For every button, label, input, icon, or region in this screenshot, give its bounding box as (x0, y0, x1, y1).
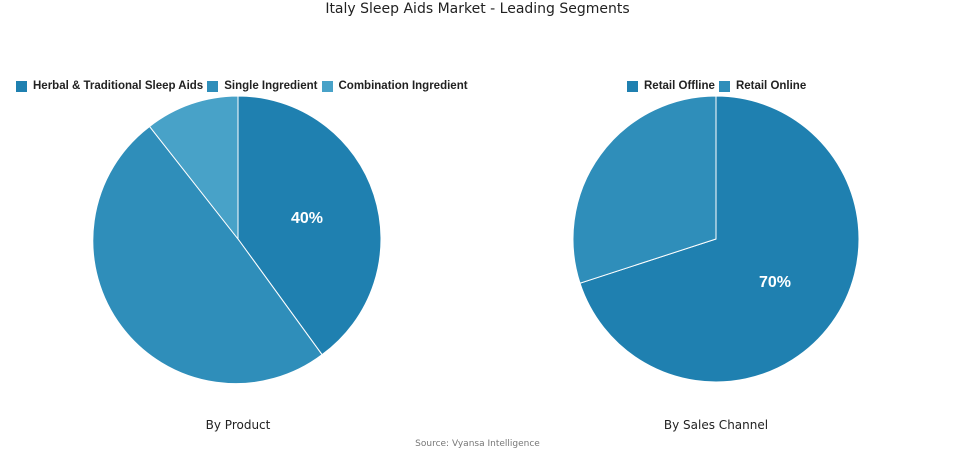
legend-swatch (16, 80, 27, 92)
channel-legend: Retail Offline Retail Online (627, 80, 810, 92)
chart-title: Italy Sleep Aids Market - Leading Segmen… (325, 1, 630, 17)
product-caption: By Product (205, 418, 271, 432)
slice-offline (579, 95, 860, 383)
slice-combination (148, 95, 239, 241)
channel-caption: By Sales Channel (663, 418, 769, 432)
slice-single (92, 125, 323, 385)
legend-swatch (207, 80, 219, 92)
legend-item-combination: Combination Ingredient (321, 80, 468, 92)
channel-pie: 70% (572, 95, 860, 383)
source-note: Source: Vyansa Intelligence (415, 439, 540, 449)
slice-herbal (237, 95, 382, 356)
slice-label: 40% (291, 210, 323, 227)
slice-online (572, 95, 717, 284)
legend-item-single: Single Ingredient (207, 80, 318, 92)
product-legend: Herbal & Traditional Sleep Aids Single I… (16, 80, 472, 92)
legend-swatch (627, 80, 638, 92)
legend-item-online: Retail Online (718, 80, 806, 92)
product-pie: 40% (92, 95, 382, 385)
legend-item-herbal: Herbal & Traditional Sleep Aids (16, 80, 203, 92)
legend-swatch (718, 80, 730, 92)
slice-label: 70% (759, 274, 791, 291)
legend-item-offline: Retail Offline (627, 80, 715, 92)
legend-swatch (321, 80, 333, 92)
